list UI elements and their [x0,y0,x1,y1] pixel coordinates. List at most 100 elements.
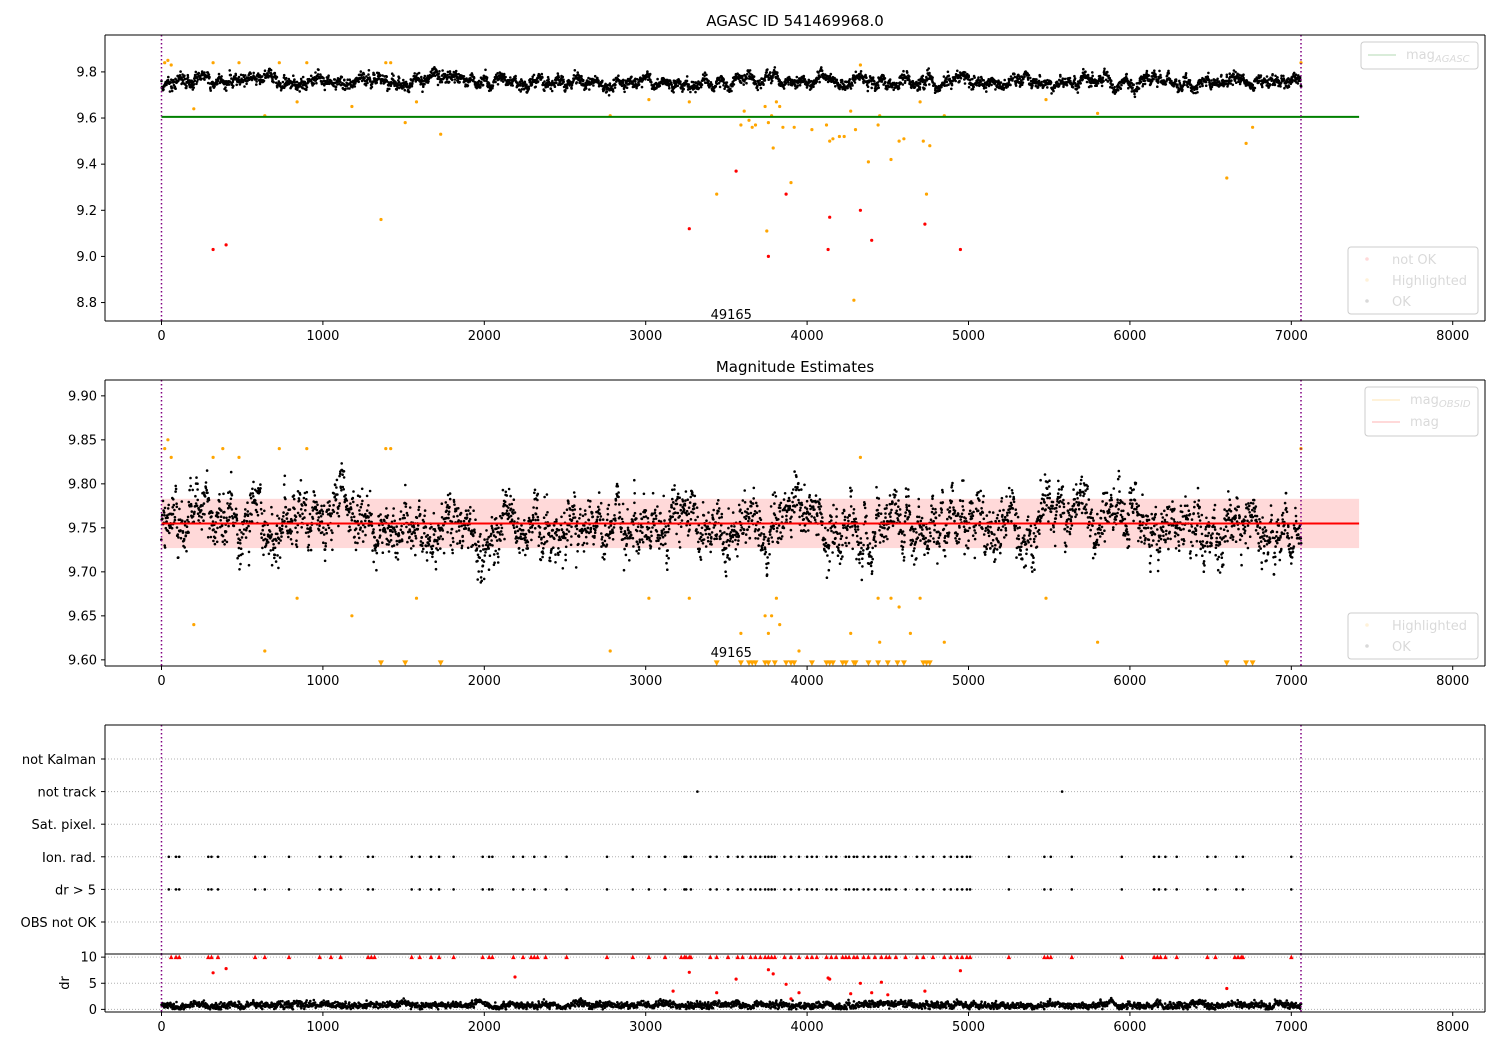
data-point-ok [210,515,213,518]
data-point-ok [379,534,382,537]
data-point-ok [539,533,542,536]
data-point-ok [1132,83,1135,86]
data-point-ok [844,88,847,91]
data-point-ok [204,495,207,498]
data-point-ok [532,506,535,509]
data-point-ok [943,75,946,78]
data-point-ok [818,81,821,84]
data-point-ok [468,527,471,530]
data-point-ok [322,541,325,544]
data-point-ok [252,72,255,75]
data-point-ok [413,532,416,535]
data-point-ok [393,520,396,523]
data-point-ok [726,81,729,84]
data-point-ok [502,489,505,492]
data-point-ok [971,78,974,81]
data-point-ok [446,74,449,77]
data-point-ok [406,514,409,517]
data-point-ok [867,86,870,89]
data-point-ok [758,79,761,82]
data-point-highlighted [767,121,770,124]
data-point-ok [364,534,367,537]
data-point-ok [461,535,464,538]
plot-1-data [160,59,1302,302]
data-point-ok [475,544,478,547]
data-point-ok [352,497,355,500]
data-point-ok [239,542,242,545]
data-point-ok [449,492,452,495]
data-point-ok [402,86,405,89]
data-point-ok [181,500,184,503]
data-point-ok [771,80,774,83]
data-point-ok [331,549,334,552]
data-point-ok [424,75,427,78]
data-point-highlighted [831,137,834,140]
data-point-ok [394,531,397,534]
data-point-ok [533,74,536,77]
data-point-ok [202,491,205,494]
data-point-ok [259,487,262,490]
data-point-ok [530,539,533,542]
data-point-ok [215,531,218,534]
data-point-ok [527,547,530,550]
data-point-ok [445,501,448,504]
data-point-ok [295,539,298,542]
data-point-ok [344,494,347,497]
data-point-ok [276,554,279,557]
data-point-ok [314,494,317,497]
data-point-ok [404,89,407,92]
data-point-ok [537,516,540,519]
data-point-ok [390,534,393,537]
data-point-ok [553,538,556,541]
data-point-ok [745,82,748,85]
data-point-ok [606,90,609,93]
data-point-ok [877,86,880,89]
data-point-ok [209,86,212,89]
data-point-ok [1117,89,1120,92]
data-point-ok [239,539,242,542]
data-point-ok [213,85,216,88]
data-point-ok [171,86,174,89]
data-point-ok [532,514,535,517]
data-point-ok [976,84,979,87]
data-point-ok [559,538,562,541]
data-point-ok [255,78,258,81]
data-point-ok [543,516,546,519]
data-point-highlighted [789,181,792,184]
data-point-ok [552,546,555,549]
data-point-ok [438,70,441,73]
data-point-ok [491,516,494,519]
data-point-ok [282,515,285,518]
data-point-ok [252,492,255,495]
data-point-ok [228,83,231,86]
data-point-ok [417,509,420,512]
data-point-ok [776,71,779,74]
data-point-highlighted [928,144,931,147]
data-point-ok [426,559,429,562]
data-point-ok [429,536,432,539]
data-point-ok [357,532,360,535]
data-point-ok [554,85,557,88]
data-point-ok [206,469,209,472]
data-point-ok [285,77,288,80]
data-point-ok [510,515,513,518]
data-point-ok [361,500,364,503]
data-point-ok [231,508,234,511]
data-point-ok [1242,73,1245,76]
data-point-ok [408,536,411,539]
data-point-ok [1220,74,1223,77]
data-point-highlighted [889,158,892,161]
data-point-ok [375,569,378,572]
data-point-ok [562,76,565,79]
data-point-ok [484,69,487,72]
data-point-ok [514,511,517,514]
data-point-ok [238,568,241,571]
data-point-ok [528,517,531,520]
data-point-ok [386,516,389,519]
data-point-highlighted [296,100,299,103]
data-point-ok [372,561,375,564]
data-point-ok [873,80,876,83]
data-point-ok [1271,73,1274,76]
data-point-ok [549,557,552,560]
data-point-ok [276,76,279,79]
